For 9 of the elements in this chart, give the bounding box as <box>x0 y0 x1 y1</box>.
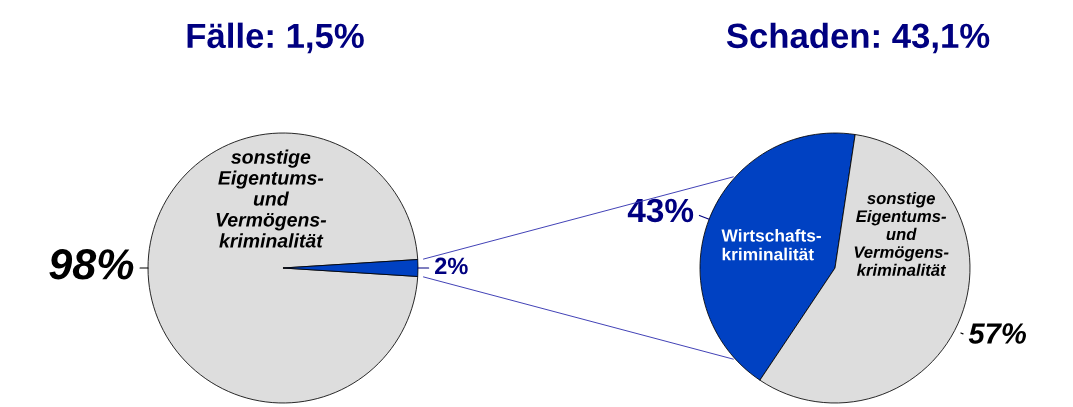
chart-title: Fälle: 1,5% <box>187 22 364 54</box>
data-label: 43% <box>627 198 694 223</box>
data-label: 98% <box>49 249 134 280</box>
data-label: 57% <box>968 323 1026 344</box>
slice-label: sonstige Eigentums- und Vermögens- kriminalität <box>216 149 327 248</box>
chart-title: Schaden: 43,1% <box>726 22 990 54</box>
slice-label: Wirtschafts- kriminalität <box>721 228 821 261</box>
data-label: 2% <box>435 257 468 275</box>
slice-label: sonstige Eigentums- und Vermögens- kriminalität <box>854 191 949 276</box>
